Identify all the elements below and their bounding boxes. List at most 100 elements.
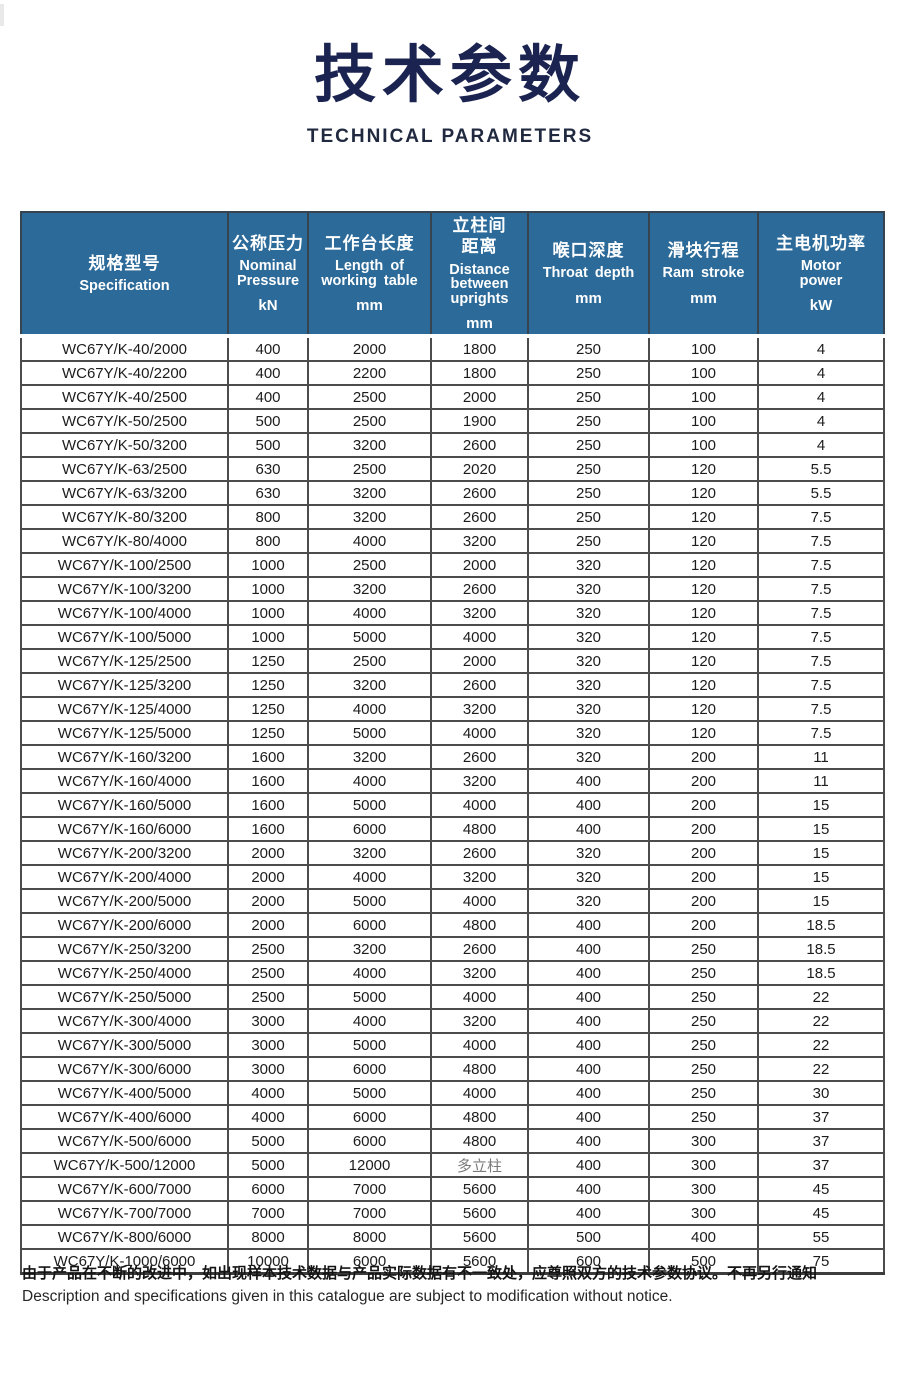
value-cell: 1600 [227, 745, 309, 770]
value-cell: 400 [527, 1081, 650, 1106]
table-row: WC67Y/K-125/2500 1250 2500 2000 320 120 7.5 [20, 649, 885, 674]
value-cell: 100 [648, 433, 759, 458]
table-row: WC67Y/K-1000/6000 10000 6000 5600 600 500 75 [20, 1249, 885, 1275]
spec-cell: WC67Y/K-250/3200 [20, 937, 229, 962]
value-cell: 5000 [227, 1129, 309, 1154]
value-cell: 6000 [307, 913, 432, 938]
value-cell: 320 [527, 841, 650, 866]
value-cell: 800 [227, 529, 309, 554]
value-cell: 1000 [227, 577, 309, 602]
value-cell: 200 [648, 913, 759, 938]
value-cell: 400 [527, 1033, 650, 1058]
value-cell: 2500 [227, 961, 309, 986]
value-cell: 250 [527, 457, 650, 482]
value-cell: 2600 [430, 745, 529, 770]
value-cell: 22 [757, 1009, 885, 1034]
value-cell: 400 [527, 913, 650, 938]
value-cell: 4 [757, 361, 885, 386]
disclaimer-en: Description and specifications given in … [22, 1288, 673, 1305]
value-cell: 4800 [430, 1105, 529, 1130]
value-cell: 37 [757, 1105, 885, 1130]
value-cell: 2500 [307, 409, 432, 434]
value-cell: 4000 [227, 1105, 309, 1130]
value-cell: 630 [227, 457, 309, 482]
table-row: WC67Y/K-40/2200 400 2200 1800 250 100 4 [20, 361, 885, 386]
value-cell: 6000 [307, 1249, 432, 1275]
value-cell: 4000 [430, 985, 529, 1010]
value-cell: 2000 [227, 865, 309, 890]
column-header-ram-stroke: 滑块行程 Ram stroke mm [648, 211, 759, 338]
value-cell: 7000 [227, 1201, 309, 1226]
column-label-en: Throat depth [542, 265, 635, 282]
value-cell: 250 [648, 1105, 759, 1130]
value-cell: 400 [527, 985, 650, 1010]
value-cell: 45 [757, 1177, 885, 1202]
value-cell: 2000 [227, 889, 309, 914]
value-cell: 15 [757, 817, 885, 842]
value-cell: 400 [227, 385, 309, 410]
value-cell: 4000 [430, 721, 529, 746]
table-row: WC67Y/K-200/3200 2000 3200 2600 320 200 15 [20, 841, 885, 866]
column-label-zh: 喉口深度 [552, 241, 625, 261]
spec-cell: WC67Y/K-160/3200 [20, 745, 229, 770]
value-cell: 75 [757, 1249, 885, 1275]
spec-cell: WC67Y/K-400/6000 [20, 1105, 229, 1130]
value-cell: 22 [757, 1033, 885, 1058]
value-cell: 5600 [430, 1225, 529, 1250]
value-cell: 2200 [307, 361, 432, 386]
spec-cell: WC67Y/K-100/2500 [20, 553, 229, 578]
page-subtitle: TECHNICAL PARAMETERS [306, 126, 594, 148]
value-cell: 1600 [227, 793, 309, 818]
table-row: WC67Y/K-250/5000 2500 5000 4000 400 250 22 [20, 985, 885, 1010]
value-cell: 7.5 [757, 577, 885, 602]
value-cell: 2020 [430, 457, 529, 482]
spec-cell: WC67Y/K-50/2500 [20, 409, 229, 434]
spec-cell: WC67Y/K-400/5000 [20, 1081, 229, 1106]
spec-cell: WC67Y/K-1000/6000 [20, 1249, 229, 1275]
value-cell: 5000 [307, 625, 432, 650]
value-cell: 400 [527, 1129, 650, 1154]
spec-cell: WC67Y/K-500/6000 [20, 1129, 229, 1154]
value-cell: 6000 [307, 1057, 432, 1082]
table-row: WC67Y/K-80/3200 800 3200 2600 250 120 7.5 [20, 505, 885, 530]
value-cell: 18.5 [757, 913, 885, 938]
column-label-zh: 规格型号 [88, 254, 161, 274]
value-cell: 3200 [430, 601, 529, 626]
value-cell: 15 [757, 793, 885, 818]
value-cell: 15 [757, 865, 885, 890]
value-cell: 300 [648, 1201, 759, 1226]
value-cell: 250 [648, 985, 759, 1010]
spec-cell: WC67Y/K-63/3200 [20, 481, 229, 506]
spec-cell: WC67Y/K-500/12000 [20, 1153, 229, 1178]
column-unit: kN [258, 297, 278, 315]
value-cell: 3200 [430, 961, 529, 986]
table-row: WC67Y/K-125/3200 1250 3200 2600 320 120 7.5 [20, 673, 885, 698]
column-header-specification: 规格型号 Specification [20, 211, 229, 338]
value-cell: 3000 [227, 1009, 309, 1034]
value-cell: 120 [648, 649, 759, 674]
value-cell: 2000 [307, 336, 432, 362]
value-cell: 100 [648, 361, 759, 386]
value-cell: 4800 [430, 817, 529, 842]
value-cell: 5000 [227, 1153, 309, 1178]
column-label-zh: 公称压力 [232, 233, 304, 253]
table-row: WC67Y/K-100/3200 1000 3200 2600 320 120 7.5 [20, 577, 885, 602]
value-cell: 1000 [227, 601, 309, 626]
value-cell: 4 [757, 409, 885, 434]
technical-parameters-table: 规格型号 Specification 公称压力 Nominal Pressure… [20, 211, 885, 1275]
column-label-en: Distance between uprights [449, 261, 510, 307]
value-cell: 6000 [227, 1177, 309, 1202]
value-cell: 2600 [430, 937, 529, 962]
value-cell: 2500 [307, 553, 432, 578]
value-cell: 7.5 [757, 649, 885, 674]
value-cell: 320 [527, 865, 650, 890]
value-cell: 400 [527, 817, 650, 842]
value-cell: 400 [527, 1177, 650, 1202]
value-cell: 300 [648, 1153, 759, 1178]
value-cell: 5000 [307, 721, 432, 746]
value-cell: 100 [648, 385, 759, 410]
value-cell: 5000 [307, 793, 432, 818]
value-cell: 5000 [307, 1081, 432, 1106]
value-cell: 1600 [227, 769, 309, 794]
value-cell: 200 [648, 841, 759, 866]
